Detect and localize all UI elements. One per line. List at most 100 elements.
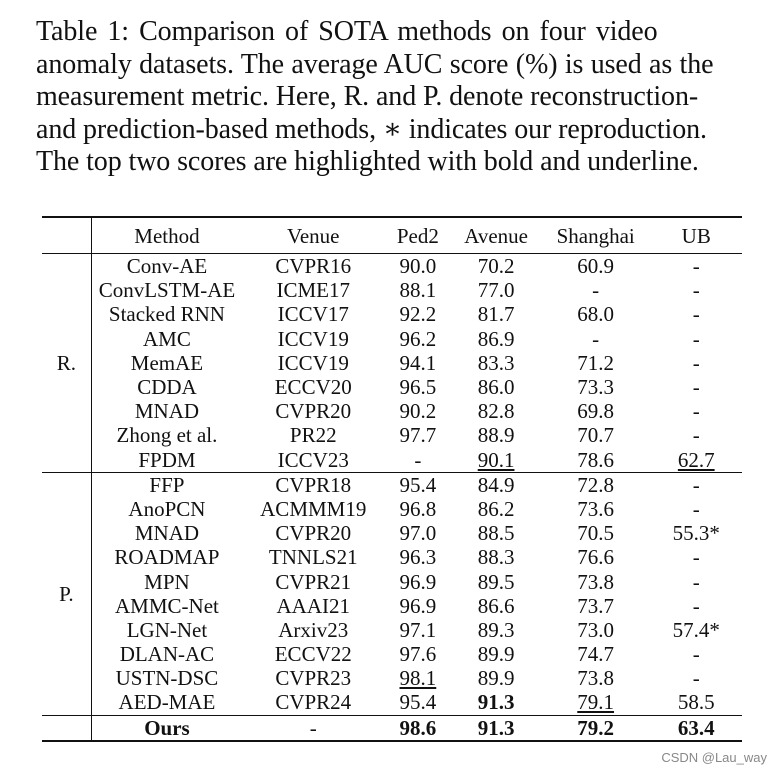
cell-ped2: 96.3 [399, 545, 437, 570]
cell-avenue: 88.5 [477, 521, 515, 546]
cell-venue: CVPR21 [275, 569, 352, 594]
cell-avenue: 83.3 [477, 350, 515, 375]
cell-shanghai: - [592, 326, 600, 351]
cell-avenue: 88.9 [477, 423, 515, 448]
cell-method: Stacked RNN [108, 302, 225, 327]
ours-row: Ours - 98.6 91.3 79.2 63.4 [42, 714, 742, 742]
cell-venue: ICCV19 [277, 350, 349, 375]
cell-ub: - [692, 302, 700, 327]
cell-ped2: 95.4 [384, 471, 452, 497]
group-header [42, 217, 92, 254]
ours-method: Ours [91, 714, 243, 742]
table-row: P. FFP CVPR18 95.4 84.9 72.8 - [42, 471, 742, 716]
table-row: MNAD CVPR20 97.0 88.5 70.5 55.3* [42, 521, 742, 545]
table-row: AnoPCN ACMMM19 96.8 86.2 73.6 - [42, 497, 742, 521]
header-venue: Venue [242, 217, 385, 254]
cell-method: AMMC-Net [115, 593, 219, 618]
caption-line: Table 1: Comparison of SOTA methods on f… [36, 16, 658, 47]
cell-avenue: 81.7 [477, 302, 515, 327]
cell-ub: - [692, 399, 700, 424]
cell-method: LGN-Net [126, 617, 208, 642]
cell-venue: ACMMM19 [260, 496, 367, 521]
cell-ped2: - [414, 447, 422, 472]
cell-method: ConvLSTM-AE [98, 278, 236, 303]
cell-ub: - [692, 545, 700, 570]
caption-line: anomaly datasets. The average AUC score … [36, 48, 714, 80]
cell-ped2: 97.0 [399, 521, 437, 546]
table-row: ROADMAP TNNLS21 96.3 88.3 76.6 - [42, 545, 742, 569]
cell-avenue: 86.2 [477, 496, 515, 521]
cell-ped2: 90.0 [399, 254, 437, 279]
cell-shanghai: 70.5 [577, 521, 615, 546]
cell-avenue: 77.0 [477, 278, 515, 303]
cell-avenue: 89.9 [477, 666, 515, 691]
cell-ped2: 97.6 [399, 642, 437, 667]
cell-method: CDDA [137, 375, 197, 400]
table-row: MPN CVPR21 96.9 89.5 73.8 - [42, 569, 742, 594]
cell-venue: ECCV22 [274, 642, 352, 667]
cell-ub: 58.5 [677, 690, 715, 715]
cell-venue: CVPR20 [275, 521, 352, 546]
cell-shanghai: - [592, 278, 600, 303]
cell-method: MNAD [134, 521, 200, 546]
cell-avenue: 86.6 [477, 593, 515, 618]
cell-avenue: 82.8 [477, 399, 515, 424]
cell-ub: - [692, 569, 700, 594]
ours-venue: - [242, 714, 385, 742]
cell-ub: - [692, 254, 700, 279]
cell-shanghai: 68.0 [577, 302, 615, 327]
cell-ped2: 97.7 [399, 423, 437, 448]
cell-ped2: 92.2 [399, 302, 437, 327]
cell-shanghai-underlined: 79.1 [577, 690, 615, 715]
table-row: R. Conv-AE CVPR16 90.0 70.2 60.9 - [42, 253, 742, 473]
cell-ub: - [692, 350, 700, 375]
cell-method: FFP [91, 471, 243, 497]
cell-ped2: 96.9 [399, 569, 437, 594]
cell-ped2: 96.9 [399, 593, 437, 618]
ours-ub: 63.4 [650, 714, 742, 742]
cell-shanghai: 76.6 [577, 545, 615, 570]
cell-method: FPDM [138, 447, 196, 472]
cell-avenue: 89.9 [477, 642, 515, 667]
cell-ub: 55.3* [672, 521, 720, 546]
ours-avenue: 91.3 [451, 714, 541, 742]
table-row: Stacked RNN ICCV17 92.2 81.7 68.0 - [42, 302, 742, 326]
table-row: ConvLSTM-AE ICME17 88.1 77.0 - - [42, 278, 742, 302]
cell-ped2: 88.1 [399, 278, 437, 303]
table-row: USTN-DSC CVPR23 98.1 89.9 73.8 - [42, 666, 742, 690]
cell-venue: CVPR18 [242, 471, 385, 497]
cell-ped2-underlined: 98.1 [399, 666, 437, 691]
cell-method: AED-MAE [118, 690, 216, 715]
cell-shanghai: 60.9 [577, 254, 615, 279]
cell-ped2: 96.8 [399, 496, 437, 521]
cell-shanghai: 78.6 [577, 447, 615, 472]
table-row: AMC ICCV19 96.2 86.9 - - [42, 327, 742, 351]
cell-ub: - [692, 496, 700, 521]
table-row: FPDM ICCV23 - 90.1 78.6 62.7 [42, 448, 742, 473]
cell-shanghai: 73.8 [577, 666, 615, 691]
cell-venue: ICME17 [276, 278, 350, 303]
cell-venue: ICCV17 [277, 302, 349, 327]
results-table: Method Venue Ped2 Avenue Shanghai UB R. … [42, 216, 742, 742]
cell-shanghai: 70.7 [577, 423, 615, 448]
cell-shanghai: 73.3 [577, 375, 615, 400]
cell-shanghai: 73.8 [577, 569, 615, 594]
cell-ub: - [692, 593, 700, 618]
cell-venue: ECCV20 [274, 375, 352, 400]
cell-venue: CVPR24 [275, 690, 352, 715]
cell-method: AMC [143, 326, 191, 351]
cell-ub: 57.4* [672, 617, 720, 642]
watermark: CSDN @Lau_way [661, 750, 767, 765]
cell-shanghai: 73.0 [577, 617, 615, 642]
cell-venue: AAAI21 [276, 593, 350, 618]
cell-ub: - [692, 666, 700, 691]
cell-avenue: 88.3 [477, 545, 515, 570]
cell-ub: - [692, 278, 700, 303]
cell-avenue: 84.9 [451, 471, 541, 497]
cell-ub: - [692, 375, 700, 400]
cell-ub: - [650, 471, 742, 497]
cell-venue: CVPR23 [275, 666, 352, 691]
cell-shanghai: 73.7 [577, 593, 615, 618]
ours-ped2: 98.6 [384, 714, 452, 742]
cell-shanghai: 74.7 [577, 642, 615, 667]
